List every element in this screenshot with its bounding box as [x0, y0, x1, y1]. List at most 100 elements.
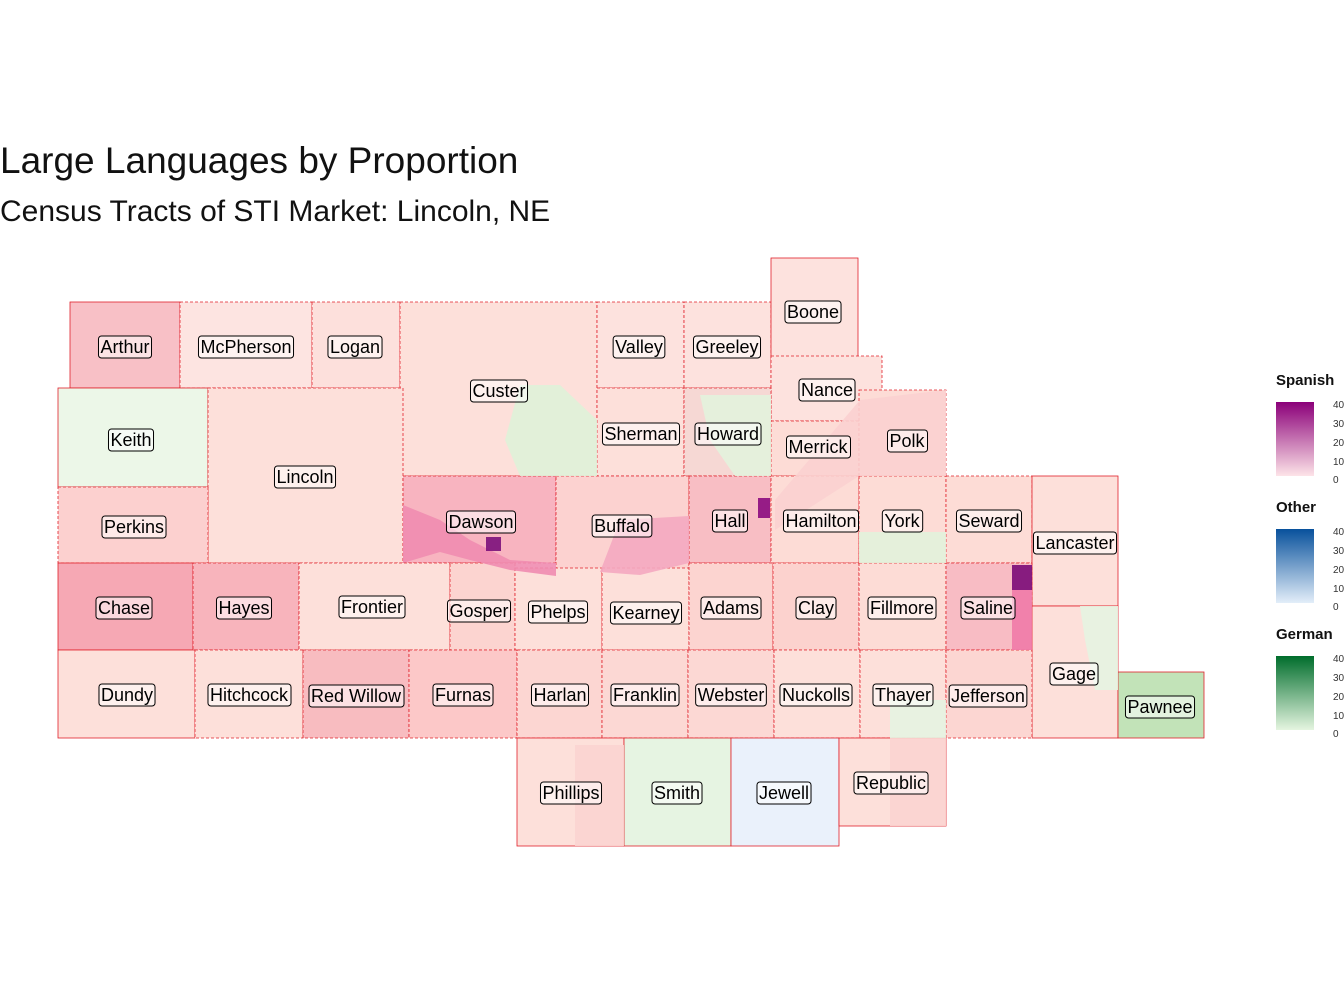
county-label-frontier: Frontier — [338, 595, 406, 619]
label-box — [1049, 662, 1099, 686]
county-name: Fillmore — [870, 598, 934, 618]
county-name: Kearney — [612, 603, 679, 623]
county-name: Nance — [801, 380, 853, 400]
county-name: Keith — [110, 430, 151, 450]
county-label-hall: Hall — [711, 509, 749, 533]
german-tract-custer — [505, 385, 597, 476]
legend-tick: 20 — [1333, 438, 1344, 449]
county-label-adams: Adams — [700, 596, 762, 620]
county-name: Polk — [889, 431, 925, 451]
county-label-greeley: Greeley — [692, 335, 762, 359]
county-label-gage: Gage — [1049, 662, 1099, 686]
county-label-saline: Saline — [960, 596, 1016, 620]
county-smith — [623, 737, 732, 847]
label-box — [695, 683, 767, 707]
label-box — [955, 509, 1023, 533]
label-box — [197, 335, 295, 359]
legend-tick: 10 — [1333, 711, 1344, 722]
county-label-keith: Keith — [107, 428, 155, 452]
county-label-hitchcock: Hitchcock — [207, 683, 292, 707]
legend-tick: 30 — [1333, 419, 1344, 430]
county-label-kearney: Kearney — [609, 601, 683, 625]
county-name: York — [884, 511, 920, 531]
label-box — [95, 596, 153, 620]
county-name: Lincoln — [276, 467, 333, 487]
label-box — [692, 335, 762, 359]
county-name: Gage — [1052, 664, 1096, 684]
county-label-custer: Custer — [469, 379, 529, 403]
label-box — [651, 781, 703, 805]
label-box — [527, 600, 589, 624]
county-name: Logan — [330, 337, 380, 357]
county-name: Hayes — [218, 598, 269, 618]
county-name: Phillips — [542, 783, 599, 803]
label-box — [782, 509, 860, 533]
county-name: Pawnee — [1127, 697, 1192, 717]
legend-title: Spanish — [1276, 372, 1335, 389]
label-box — [779, 683, 853, 707]
county-name: McPherson — [200, 337, 291, 357]
county-name: Perkins — [104, 517, 164, 537]
county-label-furnas: Furnas — [432, 683, 494, 707]
county-name: Howard — [697, 424, 759, 444]
legend-title: Other — [1276, 499, 1317, 516]
legend-tick: 0 — [1333, 475, 1339, 486]
county-label-arthur: Arthur — [97, 335, 153, 359]
county-label-franklin: Franklin — [610, 683, 680, 707]
legend-title: German — [1276, 626, 1333, 643]
legend-tick: 30 — [1333, 546, 1344, 557]
county-label-dawson: Dawson — [445, 510, 517, 534]
county-label-clay: Clay — [795, 596, 837, 620]
label-box — [273, 465, 337, 489]
legend-tick: 40 — [1333, 400, 1344, 411]
legend-tick: 10 — [1333, 584, 1344, 595]
county-label-webster: Webster — [695, 683, 767, 707]
spanish-tract-grand-island — [758, 498, 770, 518]
label-box — [853, 771, 929, 795]
county-label-phelps: Phelps — [527, 600, 589, 624]
county-label-dundy: Dundy — [98, 683, 156, 707]
county-name: Adams — [703, 598, 759, 618]
label-box — [1124, 695, 1196, 719]
county-label-mcpherson: McPherson — [197, 335, 295, 359]
county-label-pawnee: Pawnee — [1124, 695, 1196, 719]
label-box — [601, 422, 681, 446]
county-label-york: York — [881, 509, 924, 533]
county-label-merrick: Merrick — [786, 435, 851, 459]
legend-tick: 20 — [1333, 692, 1344, 703]
legend-tick: 30 — [1333, 673, 1344, 684]
legend-tick: 20 — [1333, 565, 1344, 576]
label-box — [530, 683, 590, 707]
county-label-valley: Valley — [612, 335, 666, 359]
label-box — [795, 596, 837, 620]
legend-tick: 0 — [1333, 602, 1339, 613]
legend-tick: 40 — [1333, 527, 1344, 538]
county-name: Frontier — [341, 597, 403, 617]
label-box — [609, 601, 683, 625]
county-label-republic: Republic — [853, 771, 929, 795]
county-label-chase: Chase — [95, 596, 153, 620]
county-name: Phelps — [530, 602, 585, 622]
label-box — [107, 428, 155, 452]
county-name: Dundy — [101, 685, 153, 705]
county-name: Red Willow — [311, 686, 402, 706]
label-box — [591, 514, 653, 538]
county-name: Custer — [472, 381, 525, 401]
county-label-howard: Howard — [694, 422, 762, 446]
county-label-red-willow: Red Willow — [308, 684, 405, 708]
label-box — [432, 683, 494, 707]
label-box — [948, 684, 1028, 708]
label-box — [886, 429, 929, 453]
label-box — [610, 683, 680, 707]
county-name: Jefferson — [951, 686, 1025, 706]
county-label-polk: Polk — [886, 429, 929, 453]
label-box — [207, 683, 292, 707]
county-name: Jewell — [759, 783, 809, 803]
spanish-tract-lexington — [486, 537, 501, 551]
label-box — [98, 683, 156, 707]
label-box — [446, 599, 512, 623]
county-label-harlan: Harlan — [530, 683, 590, 707]
map-title: Large Languages by Proportion — [0, 140, 519, 181]
county-label-boone: Boone — [784, 300, 842, 324]
county-label-hamilton: Hamilton — [782, 509, 860, 533]
